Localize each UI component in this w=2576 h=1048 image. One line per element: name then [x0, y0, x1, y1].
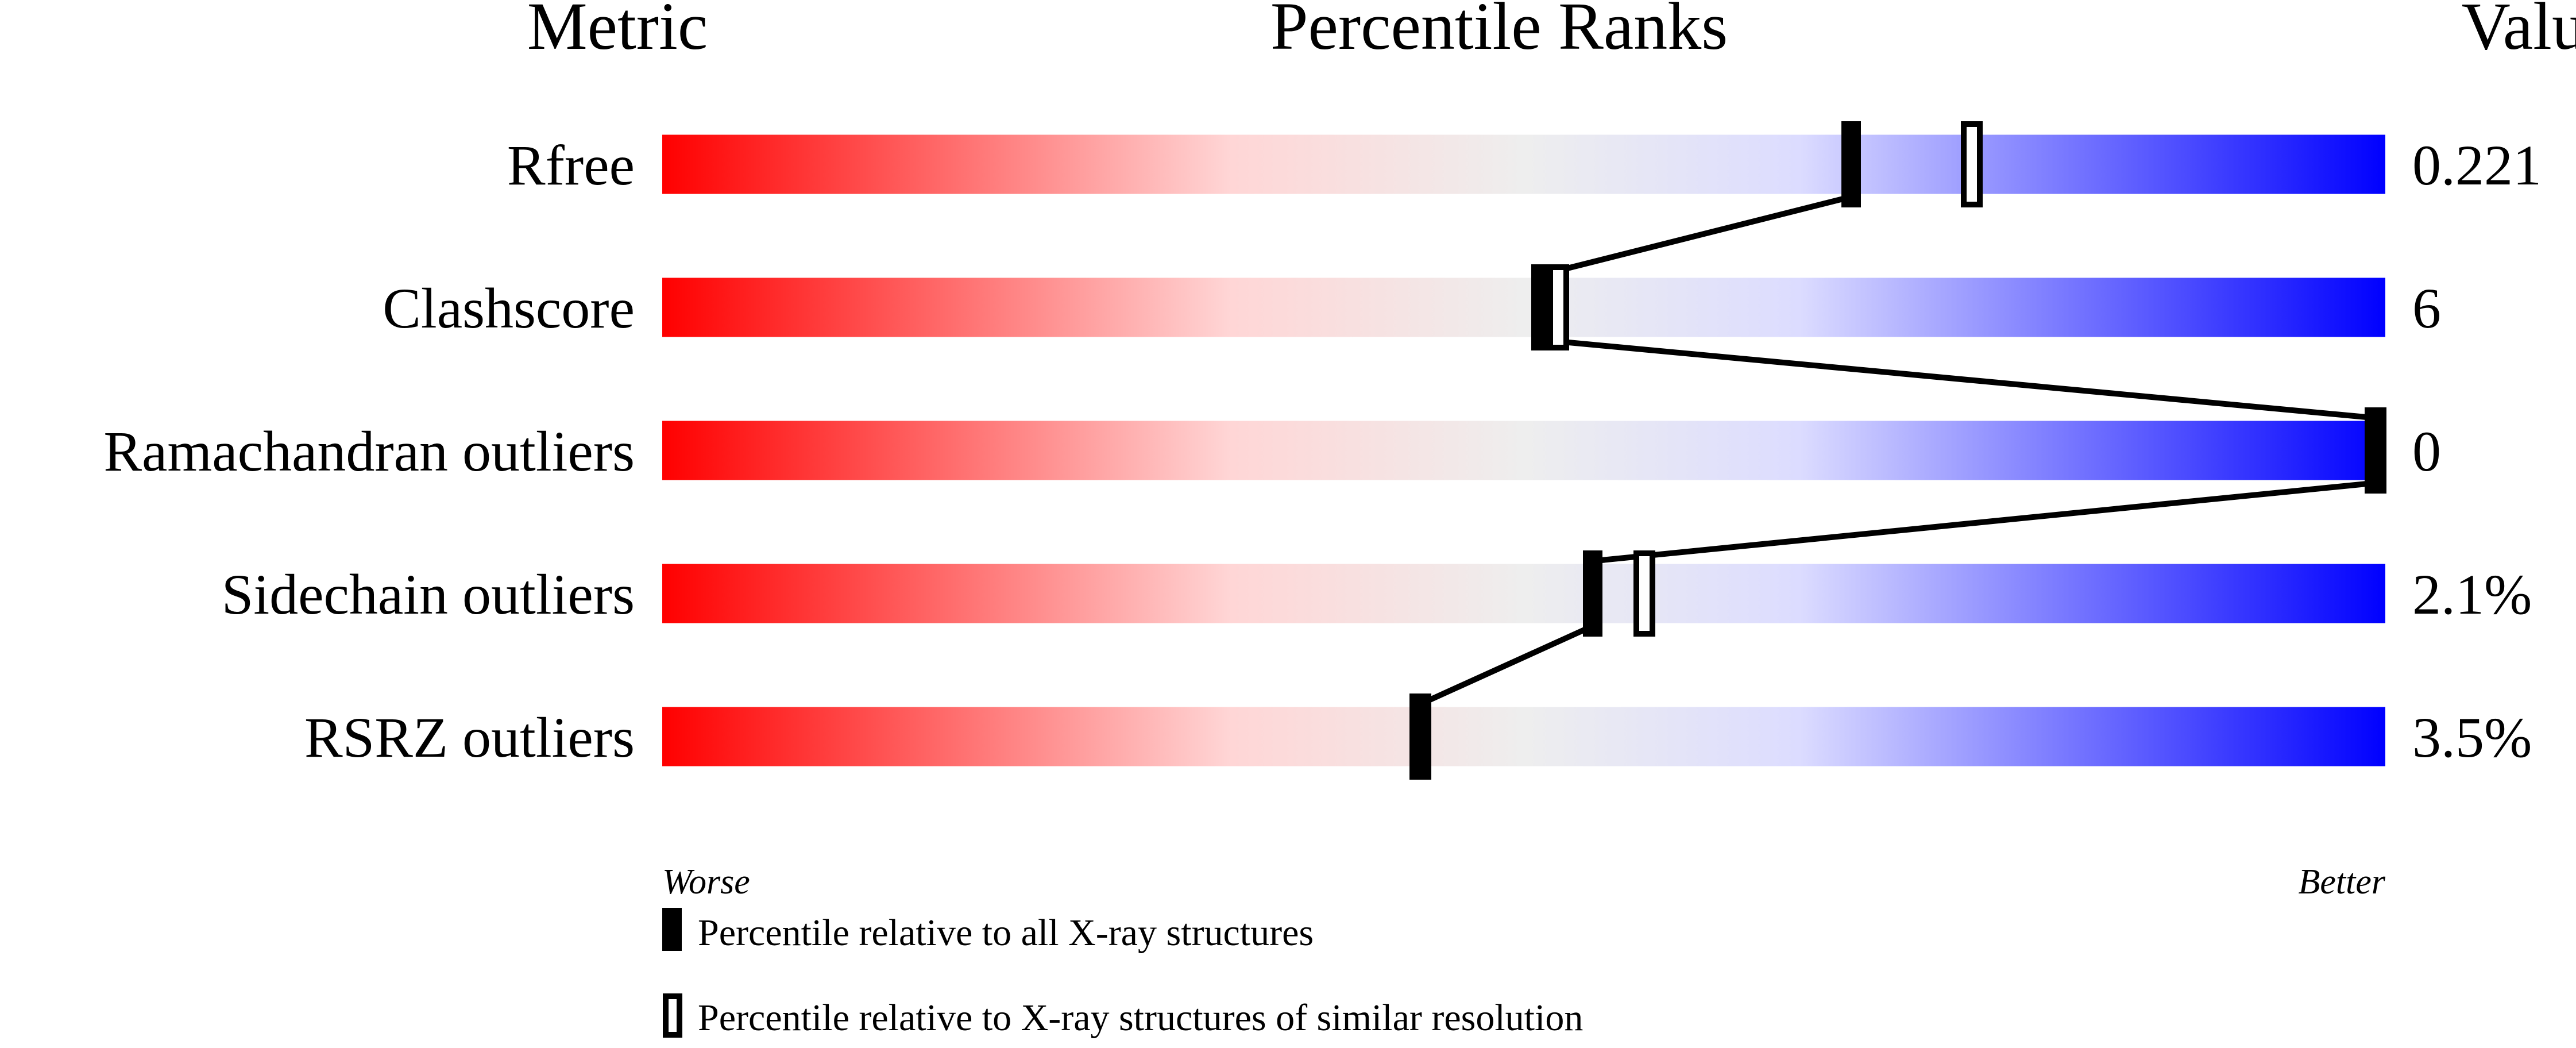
legend-hollow-marker [663, 993, 682, 1038]
metric-value: 0 [2412, 419, 2441, 483]
gradient-bar [662, 421, 2385, 480]
percentile-all-marker [1531, 264, 1551, 350]
metric-label: RSRZ outliers [304, 706, 635, 769]
legend-filled-marker [662, 908, 682, 951]
metric-label: Clashscore [383, 276, 635, 340]
percentile-all-marker [1411, 693, 1430, 780]
metric-value: 6 [2412, 276, 2441, 340]
metric-value: 0.221 [2412, 133, 2542, 197]
header-metric: Metric [527, 0, 708, 64]
percentile-all-marker [1841, 121, 1861, 207]
metric-label: Sidechain outliers [222, 562, 635, 626]
percentile-all-marker [2366, 407, 2385, 494]
header-title: Percentile Ranks [1270, 0, 1728, 64]
connector-line [1419, 623, 1594, 707]
gradient-bar [662, 278, 2385, 337]
connector-line [1592, 480, 2376, 564]
percentile-all-marker [1583, 550, 1602, 637]
percentile-similar-marker [1961, 121, 1983, 207]
axis-better-label: Better [2299, 862, 2386, 901]
connector-line [1540, 194, 1852, 278]
metric-value: 2.1% [2412, 562, 2532, 626]
gradient-bar [662, 134, 2385, 194]
connector-line [1540, 337, 2376, 421]
metric-label: Ramachandran outliers [103, 419, 635, 483]
metric-label: Rfree [507, 133, 635, 197]
legend-label-similar: Percentile relative to X-ray structures … [698, 997, 1583, 1039]
percentile-similar-marker [1633, 550, 1655, 637]
gradient-bar [662, 707, 2385, 766]
metric-value: 3.5% [2412, 706, 2532, 769]
header-value: Value [2462, 0, 2576, 64]
percentile-similar-marker [1547, 264, 1569, 350]
axis-worse-label: Worse [662, 862, 750, 901]
gradient-bar [662, 564, 2385, 623]
legend-label-all: Percentile relative to all X-ray structu… [698, 912, 1314, 954]
